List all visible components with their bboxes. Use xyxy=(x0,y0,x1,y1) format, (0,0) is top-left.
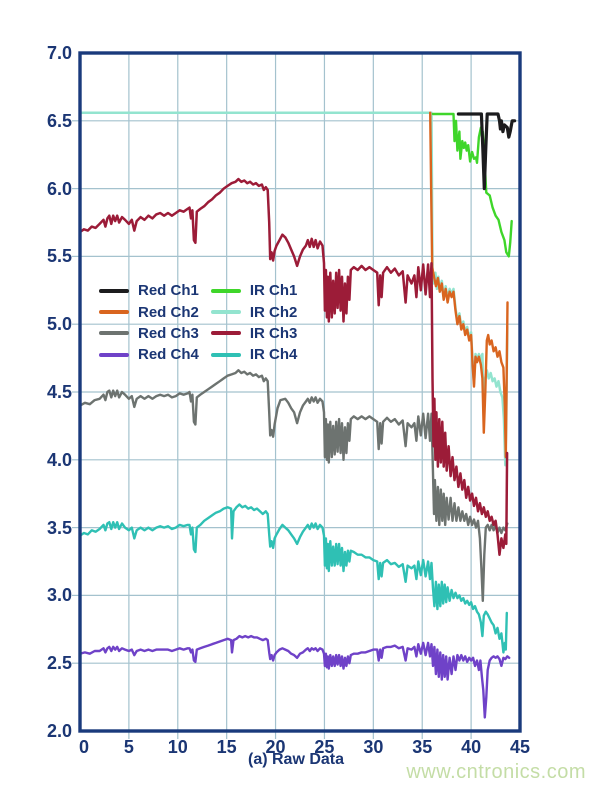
y-axis-label: 4.0 xyxy=(46,449,72,470)
plot-frame xyxy=(78,51,522,733)
y-axis-label: 5.5 xyxy=(46,246,72,267)
legend-label: Red Ch2 xyxy=(138,303,199,321)
legend-label: IR Ch4 xyxy=(249,346,298,364)
legend-swatch-red-ch1 xyxy=(99,288,129,293)
series-line-red-ch2 xyxy=(429,111,509,459)
legend-item-ir-ch3: IR Ch3 xyxy=(210,323,298,344)
legend-label: IR Ch1 xyxy=(249,282,298,300)
y-axis-label: 7.0 xyxy=(46,43,72,63)
series-line-ir-ch3 xyxy=(78,177,509,556)
legend-label: Red Ch1 xyxy=(138,282,199,300)
legend-swatch-red-ch2 xyxy=(99,310,129,315)
series-line-red-ch4 xyxy=(78,634,511,719)
legend-label: IR Ch3 xyxy=(249,324,298,342)
legend-swatch-ir-ch4 xyxy=(210,352,241,357)
x-axis-label: 20 xyxy=(265,737,286,757)
legend-item-red-ch3: Red Ch3 xyxy=(99,323,199,344)
legend-item-red-ch1: Red Ch1 xyxy=(99,280,199,301)
x-axis-label: 40 xyxy=(461,737,482,757)
legend-item-red-ch2: Red Ch2 xyxy=(99,301,199,322)
y-axis-label: 3.5 xyxy=(46,517,72,538)
chart-caption: (a) Raw Data xyxy=(247,751,345,768)
y-axis-label: 6.5 xyxy=(46,110,72,131)
x-axis-label: 10 xyxy=(167,737,188,757)
y-axis-label: 3.0 xyxy=(46,585,72,606)
y-axis-label: 5.0 xyxy=(46,314,72,335)
legend-label: Red Ch4 xyxy=(138,346,199,364)
chart-legend: Red Ch1 Red Ch2 Red Ch3 Red Ch4 IR Ch1 IR Ch2… xyxy=(99,280,297,366)
legend-item-ir-ch4: IR Ch4 xyxy=(210,344,298,365)
series-line-red-ch1 xyxy=(456,112,517,191)
x-axis-label: 0 xyxy=(78,737,89,757)
x-axis-label: 30 xyxy=(363,737,384,757)
legend-item-ir-ch2: IR Ch2 xyxy=(210,301,298,322)
x-axis-label: 35 xyxy=(412,737,433,757)
legend-swatch-ir-ch3 xyxy=(210,331,241,336)
x-axis-label: 15 xyxy=(216,737,237,757)
watermark: www.cntronics.com xyxy=(406,761,586,783)
legend-item-red-ch4: Red Ch4 xyxy=(99,344,199,365)
legend-item-ir-ch1: IR Ch1 xyxy=(210,280,298,301)
y-axis-label: 2.0 xyxy=(46,721,72,741)
series-line-ir-ch1 xyxy=(431,112,513,258)
legend-swatch-red-ch3 xyxy=(99,331,129,336)
legend-label: IR Ch2 xyxy=(249,303,298,321)
legend-swatch-red-ch4 xyxy=(99,352,129,357)
legend-swatch-ir-ch2 xyxy=(210,310,241,315)
x-axis-label: 25 xyxy=(314,737,335,757)
y-axis-label: 2.5 xyxy=(46,653,72,674)
legend-swatch-ir-ch1 xyxy=(210,288,241,293)
series-line-ir-ch4 xyxy=(78,503,508,654)
y-axis-label: 4.5 xyxy=(46,382,72,402)
x-axis-label: 45 xyxy=(509,737,531,757)
series-line-red-ch3 xyxy=(78,369,509,602)
x-axis-label: 5 xyxy=(123,737,134,757)
legend-label: Red Ch3 xyxy=(138,324,199,342)
y-axis-label: 6.0 xyxy=(46,178,72,199)
